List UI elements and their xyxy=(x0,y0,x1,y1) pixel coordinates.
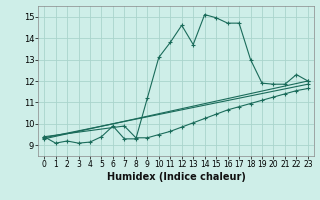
X-axis label: Humidex (Indice chaleur): Humidex (Indice chaleur) xyxy=(107,172,245,182)
